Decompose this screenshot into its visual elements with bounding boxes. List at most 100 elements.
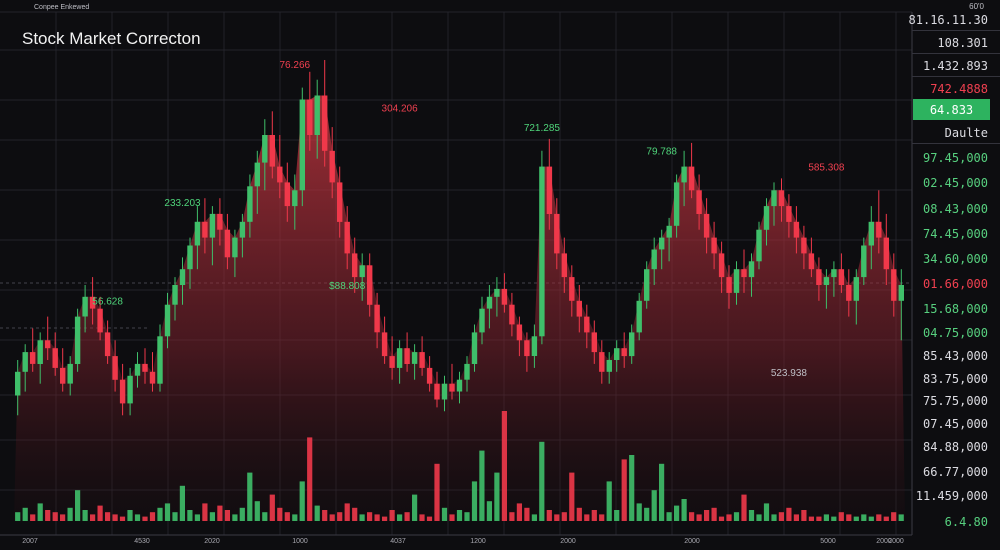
volume-bar [194, 514, 200, 521]
volume-bar [404, 512, 410, 521]
candle-body [756, 229, 762, 262]
candle [703, 198, 710, 254]
candle [157, 324, 163, 392]
volume-bar [681, 499, 687, 521]
candle [629, 324, 635, 364]
candle [299, 87, 305, 207]
candle-body [651, 249, 657, 270]
volume-bar [546, 510, 552, 521]
volume-bar [876, 514, 882, 521]
volume-bar [329, 514, 335, 521]
candle-body [666, 225, 672, 238]
candle-body [456, 379, 463, 392]
candle-body [464, 363, 470, 380]
volume-bar [209, 512, 215, 521]
candle [666, 217, 672, 262]
volume-bar [45, 510, 51, 521]
candle-body [202, 221, 208, 238]
volume-bars [15, 411, 904, 521]
candle [823, 269, 830, 309]
volume-bar [299, 481, 305, 521]
candle [891, 253, 897, 317]
candle-body [411, 352, 418, 364]
candle-body [494, 288, 500, 297]
candle [726, 265, 732, 309]
candle [816, 257, 822, 301]
candle [224, 213, 231, 270]
right-axis-label: 83.75,000 [922, 372, 988, 386]
volume-bar [659, 463, 665, 521]
candle [119, 363, 126, 416]
volume-bar [389, 510, 395, 521]
candle-body [142, 363, 148, 372]
volume-bar [748, 510, 755, 521]
candle [883, 213, 889, 285]
candle [464, 356, 470, 392]
right-axis-label: 81.16.11.30 [909, 9, 1000, 31]
volume-bar [883, 516, 889, 521]
candle-body [741, 269, 747, 278]
volume-bar [494, 472, 500, 521]
volume-bar [621, 459, 627, 521]
candle-body [172, 285, 178, 305]
candle-body [217, 213, 223, 230]
right-axis-label: 742.4888 [930, 82, 988, 96]
candle [561, 237, 567, 293]
candle-body [786, 206, 792, 222]
x-tick-label: 2000 [876, 538, 892, 545]
candle-body [554, 213, 560, 254]
candle-body [449, 383, 455, 392]
candle-body [711, 237, 717, 254]
x-tick-label: 2000 [684, 538, 700, 545]
candle [411, 344, 418, 380]
candle [367, 253, 373, 317]
candle-body [30, 352, 36, 364]
volume-bar [853, 516, 859, 521]
volume-bar [434, 463, 440, 521]
candle [651, 237, 657, 285]
candle-body [45, 340, 51, 349]
candle [239, 213, 246, 258]
candle [52, 332, 58, 376]
candle [711, 221, 717, 270]
candle [45, 316, 51, 360]
candle-body [314, 95, 320, 135]
volume-bar [524, 507, 530, 521]
candle-body [891, 269, 897, 301]
candle [329, 127, 335, 199]
volume-bar [247, 472, 253, 521]
candle-body [696, 190, 702, 214]
volume-bar [179, 485, 185, 521]
volume-bar [651, 490, 657, 521]
volume-bar [861, 514, 867, 521]
volume-bar [187, 510, 193, 521]
candle-body [434, 383, 440, 400]
volume-bar [127, 510, 133, 521]
candle [149, 352, 156, 392]
candle [778, 178, 785, 222]
candle-body [584, 316, 590, 333]
candle-body [224, 229, 231, 258]
candle [172, 277, 178, 321]
volume-bar [584, 514, 590, 521]
volume-bar [397, 514, 403, 521]
candle-body [239, 221, 246, 238]
candle [636, 292, 642, 341]
candle [801, 225, 807, 270]
candle [471, 324, 478, 372]
candle [112, 340, 118, 392]
candle-body [831, 269, 837, 278]
candle-body [194, 221, 201, 246]
candle [546, 138, 553, 230]
candle [15, 360, 21, 416]
x-tick-label: 2000 [560, 538, 576, 545]
candle [868, 206, 874, 270]
candle [337, 166, 343, 238]
candle-body [621, 348, 627, 357]
candle [82, 285, 88, 333]
volume-bar [134, 514, 141, 521]
candle-body [823, 277, 830, 285]
candle [30, 328, 36, 372]
